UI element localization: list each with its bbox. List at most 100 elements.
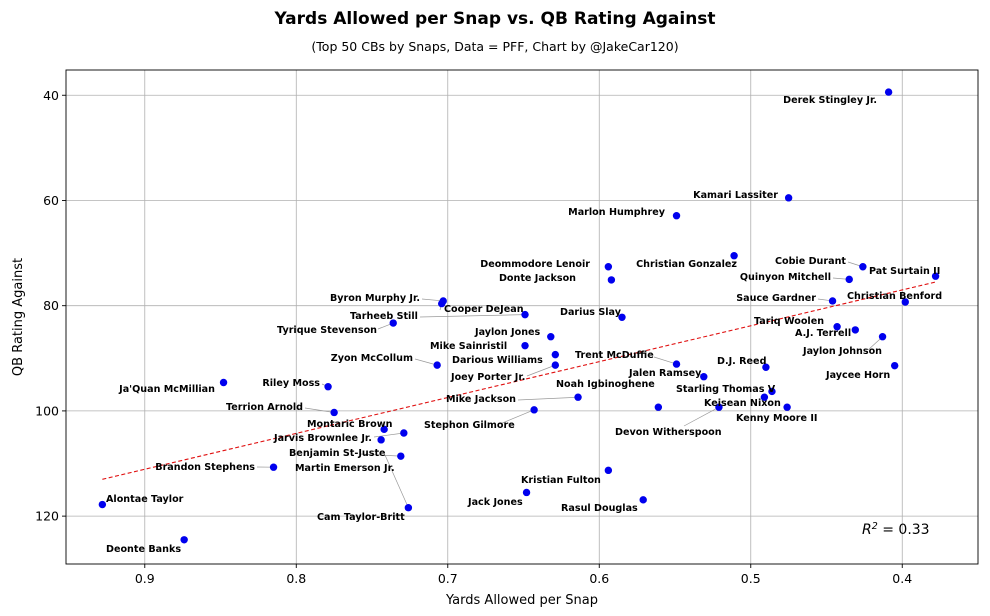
y-tick-label: 40 bbox=[43, 88, 59, 103]
y-tick-label: 100 bbox=[35, 403, 59, 418]
chart-subtitle: (Top 50 CBs by Snaps, Data = PFF, Chart … bbox=[311, 39, 678, 54]
data-point-deommodore-lenoir bbox=[604, 263, 613, 271]
point-label-tariq-woolen: Tariq Woolen bbox=[754, 316, 824, 327]
data-point-kamari-lassiter bbox=[784, 194, 793, 202]
data-point-jarvis-brownlee-jr bbox=[400, 429, 408, 437]
point-label-jaylon-johnson: Jaylon Johnson bbox=[802, 346, 882, 357]
leader-line-devon-witherspoon bbox=[683, 406, 720, 427]
x-tick-label: 0.9 bbox=[135, 571, 155, 586]
data-point-keisean-nixon bbox=[760, 393, 769, 401]
leader-line-benjamin-st-juste bbox=[359, 453, 401, 457]
data-point-cam-taylor-britt bbox=[377, 436, 385, 444]
data-point-stephon-gilmore bbox=[530, 406, 538, 414]
r-squared-exponent: 2 bbox=[872, 521, 878, 532]
point-label-d-j-reed: D.J. Reed bbox=[717, 356, 767, 367]
data-point-riley-moss bbox=[324, 383, 332, 391]
grid-layer bbox=[66, 70, 978, 564]
data-point-tyrique-stevenson bbox=[389, 319, 397, 327]
point-label-marlon-humphrey: Marlon Humphrey bbox=[568, 207, 666, 218]
point-label-jack-jones: Jack Jones bbox=[467, 497, 523, 508]
r-squared-annotation: R2 = 0.33 bbox=[862, 521, 930, 539]
point-label-kenny-moore-ii: Kenny Moore II bbox=[736, 413, 817, 424]
point-label-cobie-durant: Cobie Durant bbox=[775, 256, 846, 267]
data-point-jalen-ramsey bbox=[700, 373, 708, 381]
data-point-christian-gonzalez bbox=[730, 252, 738, 260]
data-point-tariq-woolen bbox=[833, 323, 841, 331]
x-tick-label: 0.6 bbox=[589, 571, 609, 586]
point-label-jaylon-jones: Jaylon Jones bbox=[474, 327, 541, 338]
point-label-montaric-brown: Montaric Brown bbox=[307, 419, 393, 430]
point-label-brandon-stephens: Brandon Stephens bbox=[155, 462, 255, 473]
y-ticks: 40 60 80 100 120 bbox=[35, 88, 66, 524]
data-point-jaycee-horn bbox=[890, 361, 899, 370]
leader-line-trent-mcduffie bbox=[653, 356, 677, 365]
point-label-alontae-taylor: Alontae Taylor bbox=[106, 494, 184, 505]
data-point-ja-quan-mcmillian bbox=[219, 378, 228, 387]
data-point-noah-igbinoghene bbox=[654, 403, 663, 411]
data-point-brandon-stephens bbox=[269, 463, 278, 471]
data-point-sauce-gardner bbox=[828, 297, 837, 305]
point-label-christian-gonzalez: Christian Gonzalez bbox=[636, 259, 737, 270]
point-label-byron-murphy-jr: Byron Murphy Jr. bbox=[330, 293, 420, 304]
data-point-kenny-moore-ii bbox=[783, 403, 791, 411]
point-label-a-j-terrell: A.J. Terrell bbox=[795, 328, 851, 339]
r-squared-base: R bbox=[862, 522, 872, 538]
leader-line-zyon-mccollum bbox=[414, 358, 438, 366]
data-point-darious-williams bbox=[551, 350, 560, 359]
point-label-mike-sainristil: Mike Sainristil bbox=[430, 341, 507, 352]
point-label-terrion-arnold: Terrion Arnold bbox=[226, 402, 303, 413]
data-point-pat-surtain-ii bbox=[931, 272, 940, 280]
point-label-deommodore-lenoir: Deommodore Lenoir bbox=[480, 259, 590, 270]
point-label-darious-williams: Darious Williams bbox=[452, 355, 543, 366]
point-label-jarvis-brownlee-jr: Jarvis Brownlee Jr. bbox=[273, 433, 372, 444]
point-label-pat-surtain-ii: Pat Surtain II bbox=[869, 266, 940, 277]
point-label-zyon-mccollum: Zyon McCollum bbox=[331, 353, 413, 364]
data-point-donte-jackson bbox=[607, 276, 616, 284]
leader-line-joey-porter-jr bbox=[526, 364, 556, 377]
point-label-jaycee-horn: Jaycee Horn bbox=[825, 370, 890, 381]
data-point-mike-jackson bbox=[574, 393, 582, 401]
x-tick-label: 0.7 bbox=[438, 571, 458, 586]
data-point-montaric-brown bbox=[380, 425, 388, 434]
data-point-zyon-mccollum bbox=[433, 361, 441, 369]
point-label-joey-porter-jr: Joey Porter Jr. bbox=[450, 372, 525, 383]
point-label-keisean-nixon: Keisean Nixon bbox=[704, 398, 781, 409]
data-point-a-j-terrell bbox=[851, 326, 859, 334]
data-point-marlon-humphrey bbox=[672, 212, 681, 220]
point-label-derek-stingley-jr: Derek Stingley Jr. bbox=[783, 95, 877, 106]
data-point-tarheeb-still bbox=[521, 310, 529, 319]
point-label-noah-igbinoghene: Noah Igbinoghene bbox=[556, 379, 655, 390]
leader-line-tarheeb-still bbox=[419, 314, 526, 318]
r-squared-value: = 0.33 bbox=[878, 522, 930, 538]
point-label-cooper-dejean: Cooper DeJean bbox=[444, 304, 524, 315]
data-point-rasul-douglas bbox=[639, 496, 647, 504]
data-point-d-j-reed bbox=[762, 363, 770, 371]
point-label-donte-jackson: Donte Jackson bbox=[499, 273, 576, 284]
leader-line-stephon-gilmore bbox=[499, 409, 535, 425]
x-tick-label: 0.8 bbox=[286, 571, 306, 586]
point-label-trent-mcduffie: Trent McDuffie bbox=[575, 350, 654, 361]
point-label-jalen-ramsey: Jalen Ramsey bbox=[628, 368, 702, 379]
leader-line-terrion-arnold bbox=[304, 407, 335, 413]
plot-frame bbox=[65, 69, 979, 565]
points-layer bbox=[98, 88, 940, 544]
labels-layer: Derek Stingley Jr. Kamari Lassiter Marlon … bbox=[106, 95, 942, 555]
data-point-starling-thomas-v bbox=[768, 387, 776, 396]
data-point-jaylon-jones bbox=[547, 333, 555, 341]
y-tick-label: 120 bbox=[35, 509, 59, 524]
point-label-deonte-banks: Deonte Banks bbox=[106, 544, 181, 555]
y-axis-label: QB Rating Against bbox=[11, 258, 26, 376]
point-label-sauce-gardner: Sauce Gardner bbox=[736, 293, 816, 304]
data-point-joey-porter-jr bbox=[551, 361, 560, 369]
data-point-trent-mcduffie bbox=[672, 360, 681, 368]
point-label-kamari-lassiter: Kamari Lassiter bbox=[693, 190, 778, 201]
data-point-jaylon-johnson bbox=[878, 333, 887, 341]
x-tick-label: 0.4 bbox=[892, 571, 912, 586]
point-label-starling-thomas-v: Starling Thomas V bbox=[676, 384, 776, 395]
data-point-cooper-dejean bbox=[438, 299, 446, 308]
point-label-tyrique-stevenson: Tyrique Stevenson bbox=[277, 325, 377, 336]
point-label-darius-slay: Darius Slay bbox=[560, 307, 622, 318]
x-ticks: 0.9 0.8 0.7 0.6 0.5 0.4 bbox=[135, 564, 912, 586]
x-tick-label: 0.5 bbox=[741, 571, 761, 586]
